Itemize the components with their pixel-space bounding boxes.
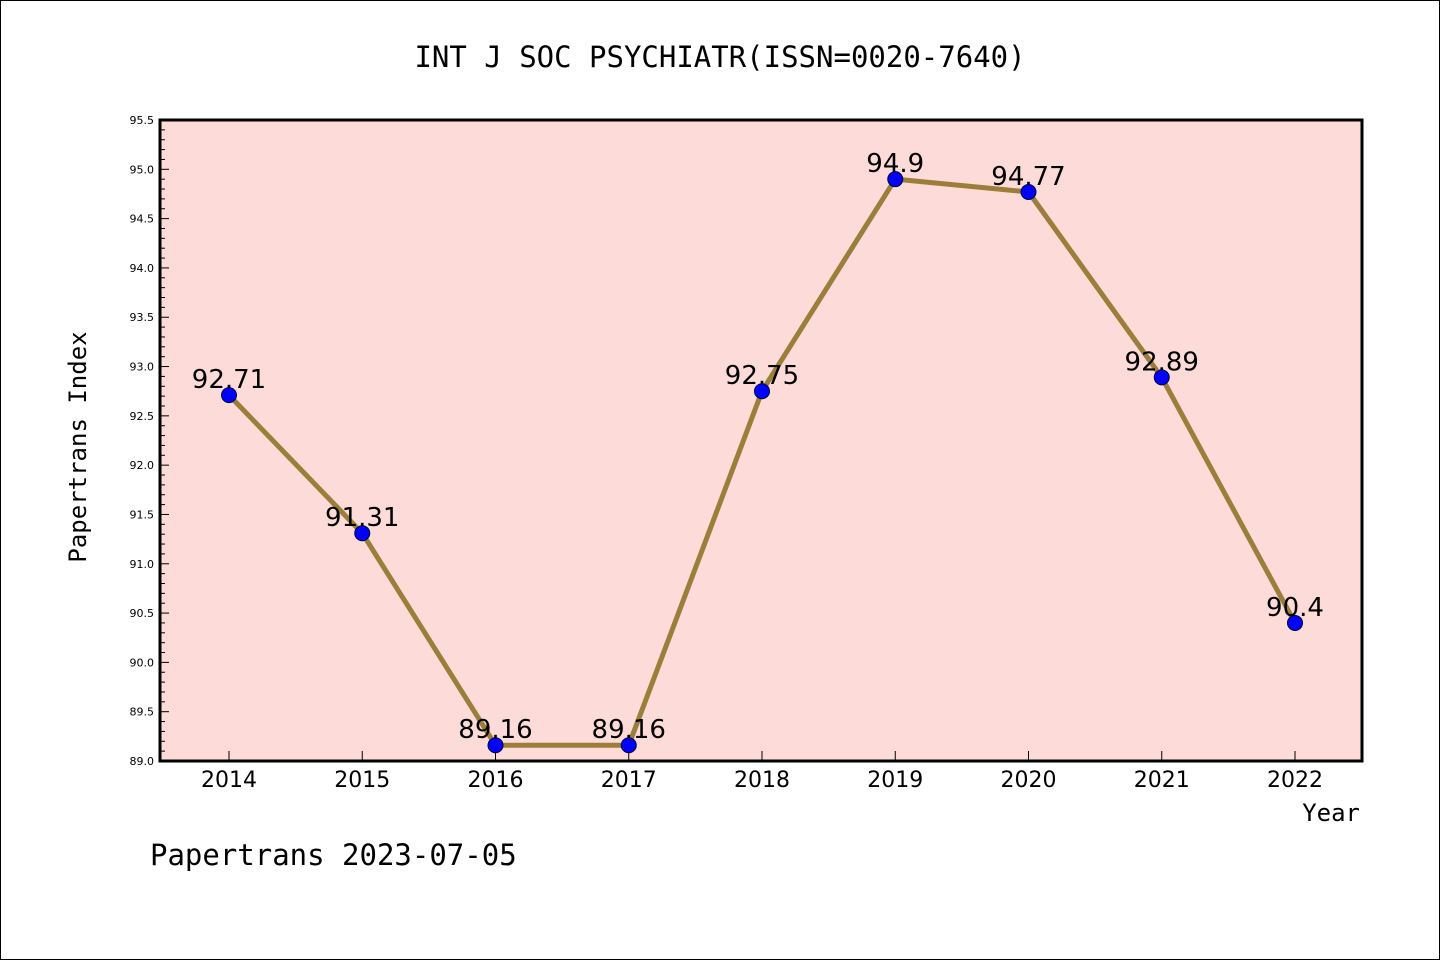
y-tick-label: 94.0: [130, 262, 155, 275]
y-tick-label: 90.5: [130, 607, 155, 620]
data-label: 90.4: [1266, 593, 1324, 623]
y-tick-label: 93.0: [130, 361, 155, 374]
y-tick-label: 95.5: [130, 114, 155, 127]
data-point: [221, 387, 237, 404]
x-tick-label: 2022: [1267, 768, 1323, 793]
plot-area: [160, 120, 1362, 761]
x-tick-label: 2019: [867, 768, 923, 793]
data-label: 92.71: [192, 365, 266, 395]
data-label: 94.9: [866, 149, 924, 179]
data-point: [754, 383, 770, 400]
plot-border: [158, 118, 1364, 763]
y-tick-label: 89.5: [130, 706, 155, 719]
y-tick-label: 94.5: [130, 213, 155, 226]
data-point: [1020, 183, 1037, 200]
data-label: 89.16: [592, 715, 666, 745]
footer-credit: Papertrans 2023-07-05: [150, 838, 517, 872]
x-tick-label: 2015: [334, 768, 390, 793]
data-point: [1287, 614, 1303, 631]
x-tick-label: 2017: [601, 768, 657, 793]
chart-title: INT J SOC PSYCHIATR(ISSN=0020-7640): [414, 40, 1025, 74]
data-label: 92.75: [725, 361, 799, 391]
x-tick-label: 2021: [1134, 768, 1190, 793]
data-markers: [221, 171, 1303, 754]
y-tick-label: 89.0: [130, 755, 155, 768]
y-tick-label: 93.5: [130, 311, 155, 324]
data-label: 91.31: [325, 503, 399, 533]
x-tick-label: 2014: [201, 768, 257, 793]
x-tick-label: 2020: [1001, 768, 1057, 793]
y-tick-label: 95.0: [130, 163, 155, 176]
x-tick-label: 2018: [734, 768, 790, 793]
y-axis-label: Papertrans Index: [64, 331, 92, 562]
data-point: [620, 737, 637, 754]
data-labels: 92.71 91.31 89.16 89.16 92.75 94.9 94.77 92.89 9…: [192, 149, 1324, 745]
data-point: [887, 171, 904, 188]
data-label: 92.89: [1125, 347, 1199, 377]
data-label: 89.16: [458, 715, 532, 745]
data-point: [354, 525, 371, 542]
x-tick-label: 2016: [468, 768, 524, 793]
y-tick-label: 91.5: [130, 508, 155, 521]
data-point: [487, 737, 504, 754]
y-axis-ticks: 89.0 89.5 90.0 90.5 91.0 91.5 92.0 92.5 93.0 93.5…: [130, 114, 169, 768]
y-tick-label: 92.0: [130, 459, 155, 472]
x-axis-label: Year: [1302, 799, 1360, 827]
x-axis-ticks: 2014 2015 2016 2017 2018 2019 2020 2021 2022: [201, 751, 1323, 793]
data-point: [1153, 369, 1170, 386]
y-tick-label: 90.0: [130, 656, 155, 669]
data-label: 94.77: [991, 162, 1065, 192]
y-tick-label: 91.0: [130, 558, 155, 571]
y-tick-label: 92.5: [130, 410, 155, 423]
